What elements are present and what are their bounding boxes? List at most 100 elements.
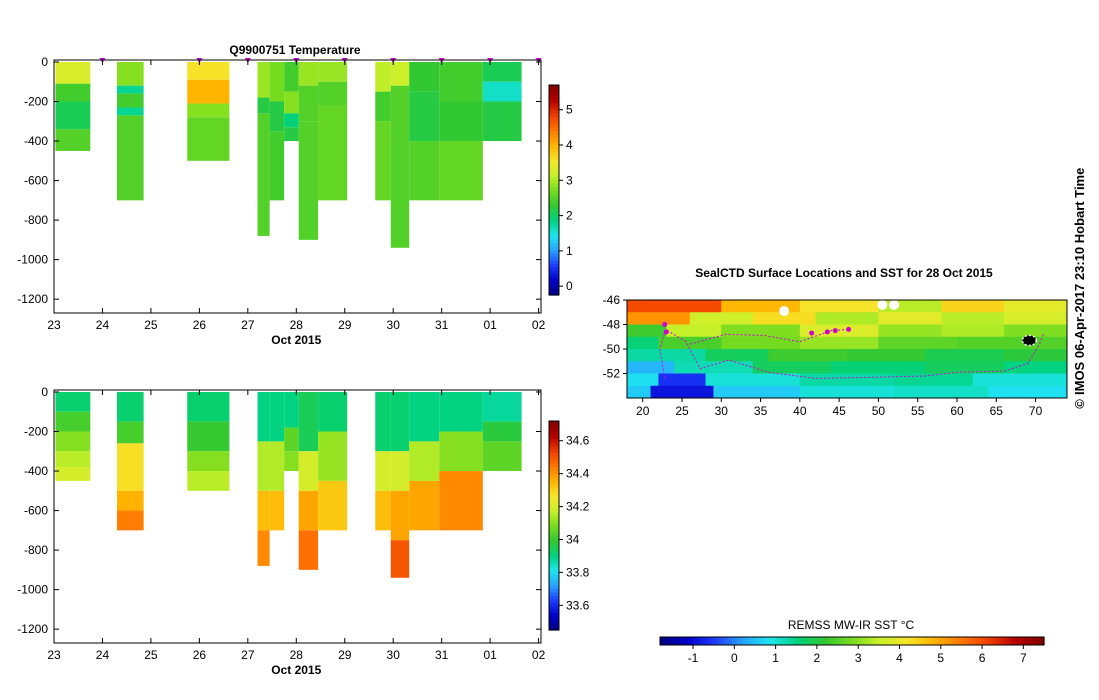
sst-cell <box>1004 324 1067 338</box>
colorbar-segment <box>549 109 559 114</box>
colorbar-segment <box>852 637 858 645</box>
profile-cell <box>482 391 522 422</box>
colorbar-segment <box>909 637 915 645</box>
colorbar-segment <box>1020 637 1026 645</box>
colorbar-segment <box>1010 637 1016 645</box>
colorbar-segment <box>549 462 559 467</box>
profile-cell <box>284 113 299 128</box>
colorbar-segment <box>549 626 559 631</box>
colorbar-segment <box>549 567 559 572</box>
sst-map-chart: SealCTD Surface Locations and SST for 28… <box>603 266 1068 665</box>
profile-cell <box>116 61 144 86</box>
colorbar-segment <box>549 476 559 481</box>
colorbar-segment <box>549 106 559 111</box>
temperature-section-chart: Q9900751 Temperature 23 24 25 26 27 28 29 30 31 0… <box>17 43 573 347</box>
colorbar-segment <box>957 637 963 645</box>
sst-cell <box>689 312 754 325</box>
colorbar-segment <box>549 497 559 502</box>
colorbar-segment <box>549 158 559 163</box>
colorbar-segment <box>660 637 666 645</box>
colorbar-segment <box>549 609 559 614</box>
colorbar-frame <box>548 84 560 296</box>
profile-cell <box>318 61 348 82</box>
x-tick-label: 02 <box>532 318 546 332</box>
colorbar-segment <box>828 637 834 645</box>
x-tick-label: 01 <box>483 648 497 662</box>
y-tick-label: 0 <box>41 55 48 69</box>
colorbar-segment <box>549 574 559 579</box>
profile-cell <box>55 467 91 481</box>
surface-location <box>824 329 830 335</box>
colorbar-segment <box>549 605 559 610</box>
sst-cell <box>752 312 817 325</box>
colorbar-segment <box>549 427 559 433</box>
colorbar-segment <box>549 284 559 289</box>
colorbar-segment <box>784 637 791 645</box>
colorbar-segment <box>549 424 559 429</box>
colorbar-segment <box>938 637 944 645</box>
lon-tick-label: 25 <box>675 404 689 418</box>
sst-cell <box>1004 300 1067 313</box>
profile-cell <box>409 391 440 442</box>
sst-cell <box>627 349 707 362</box>
colorbar-segment <box>549 242 559 247</box>
colorbar-segment <box>986 637 992 645</box>
profile-cell <box>55 411 91 432</box>
colorbar-segment <box>549 431 559 436</box>
sst-cell <box>627 300 722 313</box>
surface-location <box>832 328 838 334</box>
surface-location <box>662 322 668 327</box>
profile-cell <box>439 391 483 432</box>
sst-cell <box>658 336 722 350</box>
colorbar-tick-label: 2 <box>566 209 573 223</box>
profile-cell <box>375 490 391 531</box>
colorbar-tick-label: 6 <box>979 651 986 665</box>
colorbar-segment <box>549 598 559 603</box>
colorbar-segment <box>765 637 771 645</box>
colorbar-segment <box>549 270 559 275</box>
profile-cell <box>409 91 440 142</box>
y-tick-label: -1000 <box>17 583 48 597</box>
profile-cell <box>187 117 230 161</box>
colorbar-segment <box>549 85 559 90</box>
profile-cell <box>318 391 348 432</box>
x-tick-label: 30 <box>387 318 401 332</box>
x-tick-label: 25 <box>144 648 158 662</box>
sst-cell <box>705 373 801 387</box>
sst-field <box>627 300 1067 398</box>
colorbar-segment <box>679 637 685 645</box>
y-tick-label: -200 <box>24 95 48 109</box>
x-tick-label: 24 <box>96 318 110 332</box>
colorbar-segment <box>549 588 559 593</box>
sst-cell <box>925 361 1005 374</box>
colorbar-segment <box>549 120 559 125</box>
x-tick-label: 31 <box>435 648 449 662</box>
colorbar-segment <box>549 570 559 575</box>
sst-cell <box>627 373 659 387</box>
colorbar-segment <box>549 88 559 93</box>
sst-colorbar-label: REMSS MW-IR SST °C <box>788 618 915 632</box>
profile-cell <box>187 451 230 472</box>
colorbar-segment <box>549 421 559 426</box>
colorbar-segment <box>549 549 559 554</box>
colorbar-segment <box>549 623 559 628</box>
colorbar-segment <box>712 637 719 645</box>
island <box>877 300 888 310</box>
profile-cell <box>318 81 348 106</box>
colorbar-segment <box>549 455 559 460</box>
colorbar-segment <box>549 469 559 474</box>
colorbar-segment <box>1024 637 1031 645</box>
colorbar-segment <box>972 637 978 645</box>
colorbar-tick-label: 34.4 <box>566 467 590 481</box>
sst-cell <box>1004 312 1067 325</box>
sst-cell <box>627 361 675 374</box>
colorbar-segment <box>549 532 559 537</box>
sst-cell <box>768 349 848 362</box>
colorbar-segment <box>549 494 559 499</box>
colorbar-segment <box>549 525 559 530</box>
profile-cell <box>298 530 319 570</box>
colorbar-segment <box>952 637 959 645</box>
colorbar-segment <box>746 637 752 645</box>
colorbar-segment <box>549 155 559 160</box>
ice-patch <box>1021 334 1038 347</box>
